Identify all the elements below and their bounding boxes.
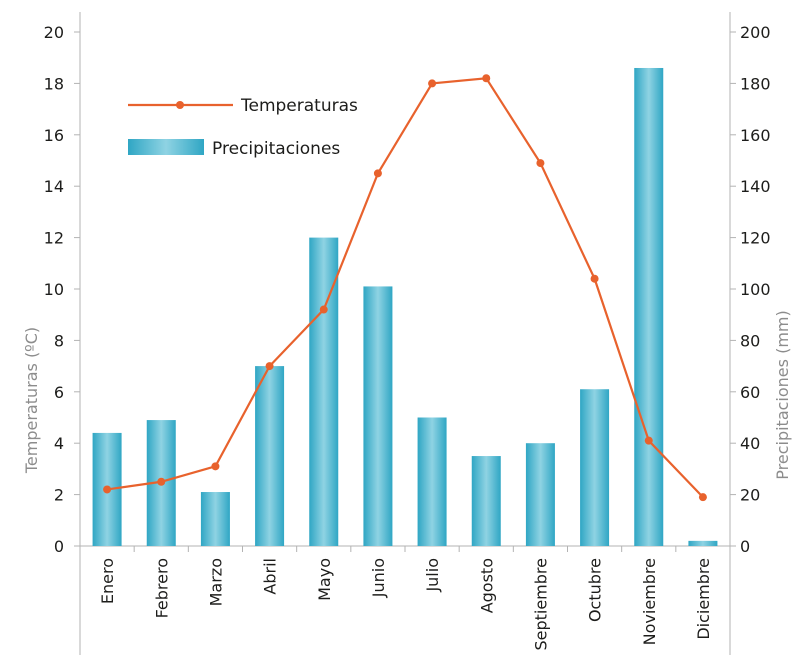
legend: Temperaturas Precipitaciones — [128, 96, 358, 159]
temperature-point-febrero — [157, 477, 166, 486]
precipitation-bars — [92, 67, 718, 546]
precipitation-bar-mayo — [309, 237, 339, 546]
precipitation-bar-octubre — [580, 389, 610, 546]
temperature-point-marzo — [211, 462, 220, 471]
right-tick-label: 60 — [740, 383, 760, 402]
category-label: Diciembre — [694, 558, 713, 640]
left-axis-ticks: 0 2 4 6 8 10 12 14 16 18 20 — [44, 23, 80, 556]
precipitation-bar-julio — [417, 417, 447, 546]
category-label: Febrero — [152, 558, 171, 618]
temperature-point-mayo — [319, 305, 328, 314]
legend-line-label: Temperaturas — [240, 96, 358, 116]
precipitation-bar-junio — [363, 286, 393, 546]
temperature-point-septiembre — [536, 159, 545, 168]
left-tick-label: 14 — [44, 177, 64, 196]
left-tick-label: 20 — [44, 23, 64, 42]
right-tick-label: 120 — [740, 229, 771, 248]
category-label: Mayo — [315, 558, 334, 601]
category-label: Octubre — [586, 558, 605, 622]
left-tick-label: 8 — [54, 331, 64, 350]
right-tick-label: 200 — [740, 23, 771, 42]
temperature-line — [106, 77, 704, 498]
right-tick-label: 20 — [740, 486, 760, 505]
category-separators — [133, 546, 677, 552]
right-tick-label: 100 — [740, 280, 771, 299]
category-label: Marzo — [206, 558, 225, 606]
category-labels: Enero Febrero Marzo Abril Mayo Junio Julio Agos… — [98, 558, 713, 651]
left-tick-label: 6 — [54, 383, 64, 402]
temperature-point-agosto — [482, 74, 491, 83]
precipitation-bar-diciembre — [688, 540, 718, 546]
category-label: Noviembre — [640, 558, 659, 645]
left-tick-label: 10 — [44, 280, 64, 299]
left-tick-label: 12 — [44, 229, 64, 248]
right-tick-label: 160 — [740, 126, 771, 145]
temperature-point-julio — [428, 79, 437, 88]
temperature-point-junio — [373, 169, 382, 178]
right-axis-ticks: 0 20 40 60 80 100 120 140 160 180 200 — [730, 23, 771, 556]
precipitation-bar-septiembre — [525, 443, 555, 546]
category-label: Junio — [369, 558, 388, 598]
temperature-points — [103, 74, 707, 502]
legend-bar-swatch — [128, 139, 204, 155]
left-tick-label: 18 — [44, 74, 64, 93]
precipitation-bar-noviembre — [634, 67, 664, 546]
temperature-point-abril — [265, 362, 274, 371]
right-tick-label: 0 — [740, 537, 750, 556]
precipitation-bar-abril — [255, 366, 285, 546]
temperature-point-diciembre — [698, 493, 707, 502]
legend-line-marker — [176, 101, 184, 109]
category-label: Julio — [423, 558, 442, 593]
category-label: Agosto — [477, 558, 496, 613]
temperature-line-layer — [106, 77, 704, 498]
temperature-point-octubre — [590, 274, 599, 283]
temperature-point-enero — [103, 485, 112, 494]
right-tick-label: 80 — [740, 331, 760, 350]
category-label: Abril — [261, 558, 280, 595]
left-tick-label: 16 — [44, 126, 64, 145]
left-tick-label: 0 — [54, 537, 64, 556]
legend-bar-label: Precipitaciones — [212, 139, 340, 159]
right-tick-label: 140 — [740, 177, 771, 196]
left-tick-label: 2 — [54, 486, 64, 505]
temperature-point-noviembre — [644, 436, 653, 445]
right-tick-label: 40 — [740, 434, 760, 453]
category-label: Septiembre — [531, 558, 550, 651]
precipitation-bar-marzo — [200, 492, 230, 546]
left-axis-title: Temperaturas (ºC) — [22, 327, 41, 474]
right-tick-label: 180 — [740, 74, 771, 93]
right-axis-title: Precipitaciones (mm) — [773, 310, 792, 479]
precipitation-bar-agosto — [471, 456, 501, 546]
left-tick-label: 4 — [54, 434, 64, 453]
category-label: Enero — [98, 558, 117, 604]
